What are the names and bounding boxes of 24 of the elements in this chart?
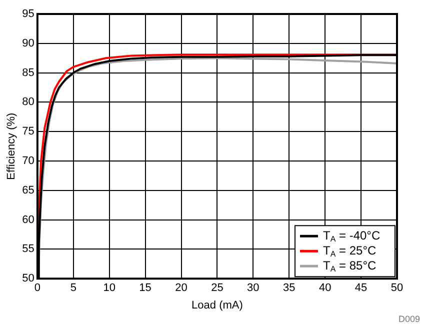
y-tick-label: 90 bbox=[22, 37, 34, 50]
x-tick-label: 40 bbox=[318, 282, 332, 294]
y-tick-label: 85 bbox=[22, 66, 34, 79]
y-tick-label: 55 bbox=[22, 243, 34, 256]
y-tick-label: 80 bbox=[22, 96, 34, 108]
x-tick-label: 20 bbox=[175, 282, 188, 294]
y-tick-label: 65 bbox=[22, 184, 34, 196]
x-tick-label: 15 bbox=[139, 282, 152, 294]
x-tick-label: 5 bbox=[70, 282, 76, 294]
y-tick-label: 75 bbox=[22, 126, 34, 138]
y-tick-label: 50 bbox=[22, 272, 34, 285]
x-tick-label: 30 bbox=[247, 282, 260, 294]
y-axis-title: Efficiency (%) bbox=[6, 112, 18, 180]
y-tick-label: 60 bbox=[22, 214, 34, 226]
x-tick-label: 45 bbox=[354, 282, 368, 294]
x-tick-label: 35 bbox=[283, 282, 296, 294]
x-tick-label: 10 bbox=[103, 282, 116, 294]
y-tick-label: 95 bbox=[22, 8, 34, 20]
text: D009 bbox=[398, 314, 420, 324]
x-axis-title: Load (mA) bbox=[192, 299, 243, 312]
x-tick-label: 0 bbox=[34, 282, 40, 294]
y-tick-label: 70 bbox=[22, 155, 34, 168]
x-tick-label: 25 bbox=[211, 282, 224, 294]
x-tick-label: 50 bbox=[390, 282, 404, 294]
